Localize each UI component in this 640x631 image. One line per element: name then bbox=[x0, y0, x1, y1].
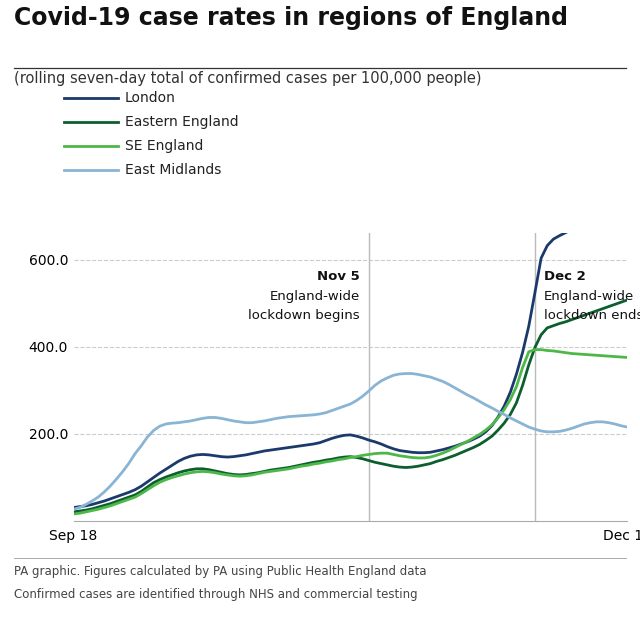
Text: PA graphic. Figures calculated by PA using Public Health England data: PA graphic. Figures calculated by PA usi… bbox=[14, 565, 427, 578]
Text: Dec 2: Dec 2 bbox=[544, 271, 586, 283]
Text: Confirmed cases are identified through NHS and commercial testing: Confirmed cases are identified through N… bbox=[14, 588, 418, 601]
Text: Eastern England: Eastern England bbox=[125, 115, 239, 129]
Text: (rolling seven-day total of confirmed cases per 100,000 people): (rolling seven-day total of confirmed ca… bbox=[14, 71, 481, 86]
Text: London: London bbox=[125, 91, 175, 105]
Text: England-wide: England-wide bbox=[269, 290, 360, 303]
Text: lockdown begins: lockdown begins bbox=[248, 309, 360, 322]
Text: lockdown ends: lockdown ends bbox=[544, 309, 640, 322]
Text: SE England: SE England bbox=[125, 139, 203, 153]
Text: Covid-19 case rates in regions of England: Covid-19 case rates in regions of Englan… bbox=[14, 6, 568, 30]
Text: East Midlands: East Midlands bbox=[125, 163, 221, 177]
Text: England-wide: England-wide bbox=[544, 290, 634, 303]
Text: Nov 5: Nov 5 bbox=[317, 271, 360, 283]
